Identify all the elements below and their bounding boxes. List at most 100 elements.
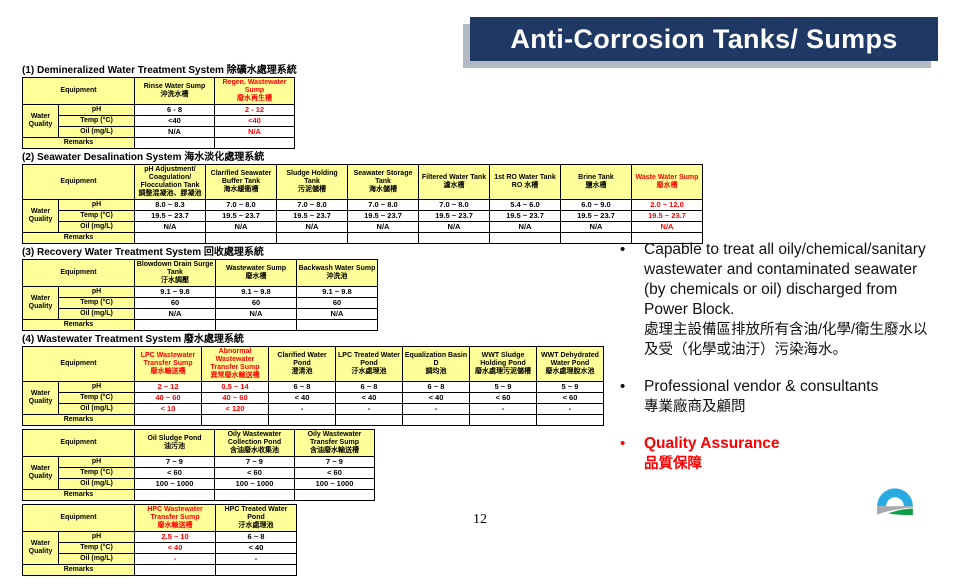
equipment-column-header: Seawater Storage Tank 海水儲槽 [347,164,419,200]
bullet-marker: • [620,241,626,258]
equipment-column-header: Brine Tank 鹽水槽 [560,164,632,200]
oil-value-cell: N/A [347,221,419,233]
temp-value-cell: < 60 [294,467,375,479]
remarks-row: Remarks [22,232,703,244]
remarks-cell [296,319,378,331]
table-header-row: Equipment LPC Wastewater Transfer Sump 廢水輸… [22,346,604,382]
oil-value-cell: < 10 [134,403,202,415]
temp-value-cell: < 60 [536,392,604,404]
equipment-column-header: Clarified Water Pond 澄清池 [268,346,336,382]
table-row: Oil (mg/L) - - [23,553,297,565]
equipment-column-header: Oily Wastewater Transfer Sump 含油廢水輸送槽 [294,429,375,457]
ph-label: pH [58,381,135,393]
oil-value-cell: N/A [276,221,348,233]
temp-value-cell: 19.5 ~ 23.7 [276,210,348,222]
oil-value-cell: N/A [134,221,206,233]
temp-label: Temp (°C) [58,210,135,222]
equipment-column-header: HPC Treated Water Pond 汙水處理池 [215,504,297,532]
remarks-cell [276,232,348,244]
ph-value-cell: 5 ~ 9 [469,381,537,393]
water-quality-label: Water Quality [22,531,59,565]
logo-green-swoosh [888,508,913,516]
table-row: Oil (mg/L) N/A N/A N/A N/A N/A N/A N/A N/A [23,221,703,233]
ph-value-cell: 7 ~ 9 [134,456,215,468]
temp-value-cell: < 40 [335,392,403,404]
section-heading: (2) Seawater Desalination System 海水淡化處理系… [22,152,265,163]
bullet-text-zh: 專業廠商及顧問 [644,399,746,415]
temp-value-cell: 19.5 ~ 23.7 [205,210,277,222]
temp-value-cell: 19.5 ~ 23.7 [631,210,703,222]
oil-value-cell: N/A [489,221,561,233]
remarks-cell [134,137,215,149]
table-row: Oil (mg/L) < 10 < 120- - - - - [23,403,604,415]
oil-label: Oil (mg/L) [58,553,135,565]
temp-value-cell: < 40 [402,392,470,404]
remarks-cell [489,232,561,244]
ph-value-cell: 6 - 8 [134,104,215,116]
oil-value-cell: - [268,403,336,415]
oil-value-cell: - [215,553,297,565]
oil-label: Oil (mg/L) [58,478,135,490]
equipment-header: Equipment [22,346,135,382]
equipment-column-header: pH Adjustment/ Coagulation/ Flocculation… [134,164,206,200]
equipment-column-header: Oil Sludge Pond 油污池 [134,429,215,457]
table-header-row: Equipment pH Adjustment/ Coagulation/ Flo… [22,164,703,200]
oil-value-cell: - [536,403,604,415]
temp-value-cell: 19.5 ~ 23.7 [418,210,490,222]
remarks-cell [347,232,419,244]
equipment-column-header: Waste Water Sump 廢水槽 [631,164,703,200]
remarks-row: Remarks [22,489,375,501]
oil-value-cell: N/A [205,221,277,233]
oil-label: Oil (mg/L) [58,221,135,233]
bullet-item: • Professional vendor & consultants 專業廠商… [620,377,942,417]
temp-value-cell: <40 [214,115,295,127]
temp-value-cell: < 60 [469,392,537,404]
equipment-column-header: Backwash Water Sump 沖洗池 [296,259,378,287]
water-quality-label: Water Quality [22,381,59,415]
water-quality-table: Equipment LPC Wastewater Transfer Sump 廢水輸… [22,346,604,426]
ph-value-cell: 9.1 ~ 9.8 [296,286,378,298]
temp-value-cell: < 40 [134,542,216,554]
remarks-row: Remarks [22,414,604,426]
water-quality-table: Equipment pH Adjustment/ Coagulation/ Flo… [22,164,703,244]
equipment-header: Equipment [22,164,135,200]
equipment-column-header: Abnormal Wastewater Transfer Sump 異常廢水輸送槽 [201,346,269,382]
ph-value-cell: 8.0 ~ 8.3 [134,199,206,211]
ph-value-cell: 5.4 ~ 6.0 [489,199,561,211]
oil-value-cell: 100 ~ 1000 [294,478,375,490]
table-row: Oil (mg/L) N/A N/A N/A [23,308,378,320]
oil-value-cell: N/A [134,308,216,320]
ph-label: pH [58,286,135,298]
table-row: Oil (mg/L) N/A N/A [23,126,295,138]
table-row: Oil (mg/L) 100 ~ 1000 100 ~ 1000 100 ~ 1000 [23,478,375,490]
ph-label: pH [58,104,135,116]
ph-value-cell: 7 ~ 9 [294,456,375,468]
oil-value-cell: N/A [560,221,632,233]
equipment-column-header: LPC Treated Water Pond 汙水處理池 [335,346,403,382]
page-number: 12 [473,512,487,527]
section-heading: (3) Recovery Water Treatment System 回收處理… [22,247,264,258]
oil-value-cell: N/A [631,221,703,233]
equipment-column-header: Equalization Basin D 調均池 [402,346,470,382]
oil-value-cell: - [469,403,537,415]
oil-value-cell: N/A [134,126,215,138]
water-quality-table: Equipment Rinse Water Sump 沖洗水槽 Regen. Wast… [22,77,295,149]
ph-value-cell: 6 ~ 8 [215,531,297,543]
ph-value-cell: 2.5 ~ 10 [134,531,216,543]
bullet-text-en: Capable to treat all oily/chemical/sanit… [644,241,926,318]
table-row: Temp (°C) 19.5 ~ 23.7 19.5 ~ 23.7 19.5 ~ 23… [23,210,703,222]
ph-label: pH [58,531,135,543]
remarks-label: Remarks [22,564,135,576]
remarks-cell [469,414,537,426]
oil-value-cell: - [134,553,216,565]
ph-value-cell: 7.0 ~ 8.0 [276,199,348,211]
water-quality-label: Water Quality [22,104,59,138]
bullet-text-zh: 處理主設備區排放所有含油/化學/衛生廢水以及受（化學或油汙）污染海水。 [644,322,928,358]
ph-value-cell: 7.0 ~ 8.0 [205,199,277,211]
equipment-column-header: WWT Dehydrated Water Pond 廢水處理脫水池 [536,346,604,382]
ph-label: pH [58,199,135,211]
ph-value-cell: 9.1 ~ 9.8 [134,286,216,298]
remarks-cell [214,137,295,149]
